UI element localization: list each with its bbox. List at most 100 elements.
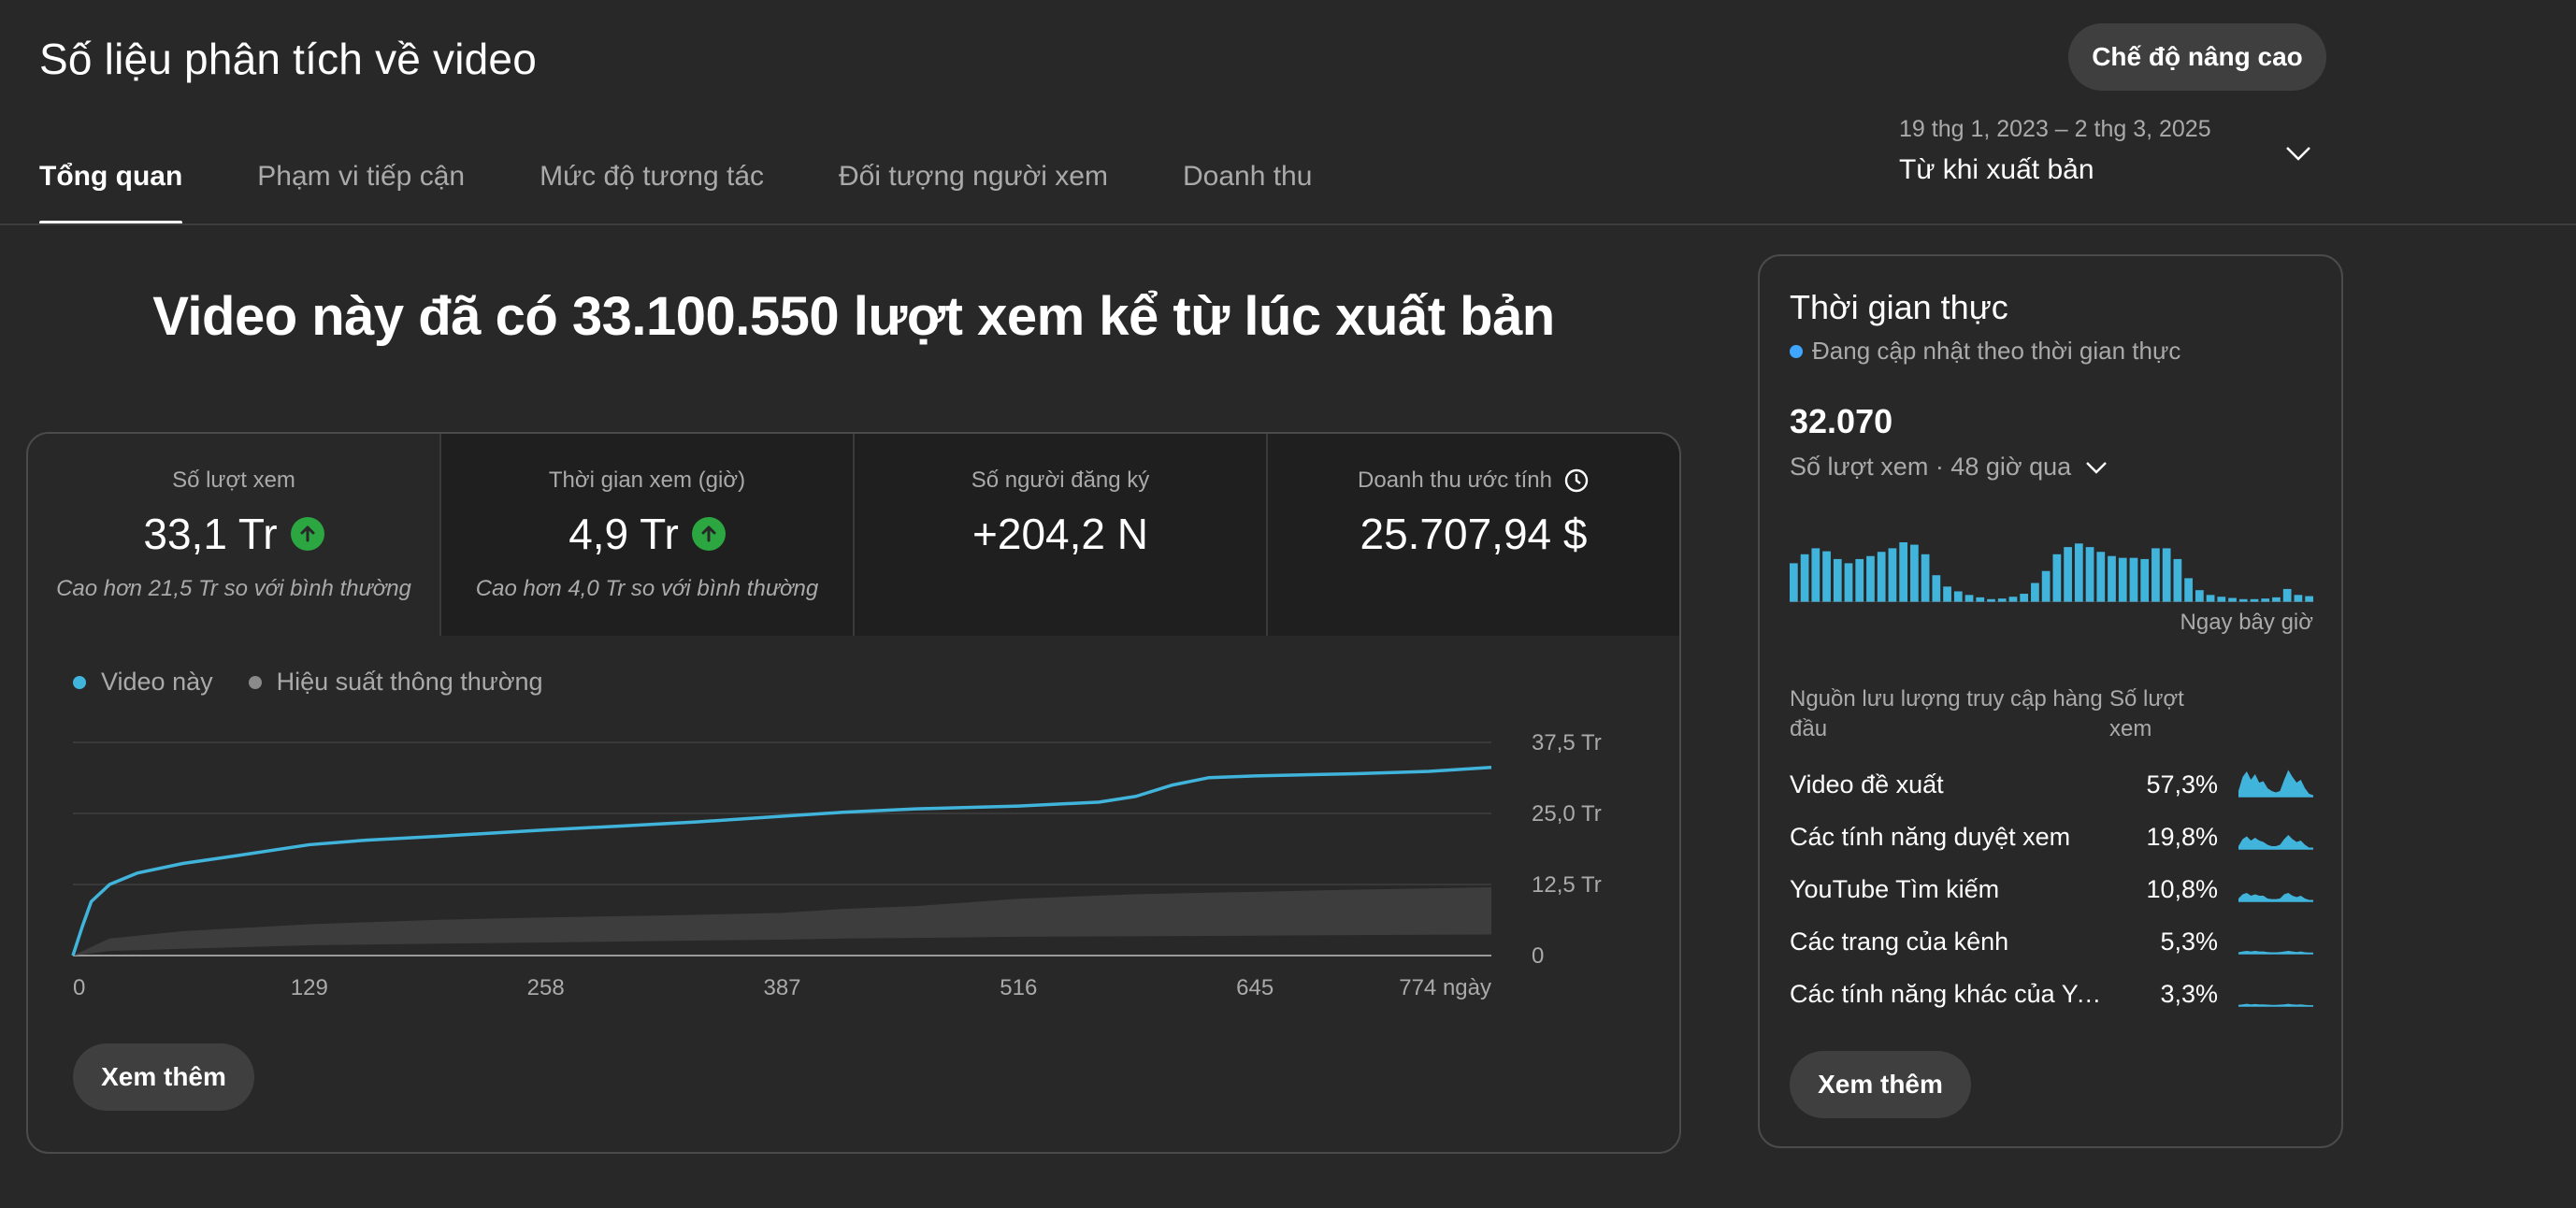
- chart-legend: Video này Hiệu suất thông thường: [73, 668, 579, 697]
- traffic-source-pct: 10,8%: [2146, 875, 2218, 903]
- tab-engagement-label: Mức độ tương tác: [540, 161, 765, 192]
- chevron-down-icon: [2086, 461, 2107, 474]
- legend-typical: Hiệu suất thông thường: [248, 668, 543, 697]
- realtime-bar: [2173, 558, 2182, 602]
- realtime-bar: [1877, 552, 1886, 602]
- x-tick-label: 387: [763, 975, 800, 1000]
- traffic-source-name: YouTube Tìm kiếm: [1790, 875, 2000, 903]
- x-tick-label: 258: [527, 975, 565, 1000]
- date-range-text: 19 thg 1, 2023 – 2 thg 3, 2025: [1899, 116, 2211, 142]
- metric-watch-time-value: 4,9 Tr: [568, 510, 679, 558]
- metric-watch-time-label: Thời gian xem (giờ): [548, 467, 746, 493]
- y-tick-label: 37,5 Tr: [1532, 730, 1602, 755]
- tab-audience[interactable]: Đối tượng người xem: [839, 140, 1108, 224]
- date-range-picker[interactable]: 19 thg 1, 2023 – 2 thg 3, 2025 Từ khi xu…: [1899, 116, 2322, 191]
- realtime-bar: [2228, 597, 2237, 602]
- tab-bar: Tổng quan Phạm vi tiếp cận Mức độ tương …: [39, 140, 1387, 224]
- realtime-bar: [2305, 596, 2313, 602]
- metric-views-value: 33,1 Tr: [143, 510, 278, 558]
- realtime-bar: [2064, 547, 2072, 602]
- realtime-bar: [2041, 570, 2051, 602]
- traffic-source-name: Các tính năng khác của You…: [1790, 980, 2108, 1008]
- legend-this-video: Video này: [73, 668, 213, 697]
- typical-performance-band: [73, 887, 1491, 956]
- traffic-source-sparkline: [2238, 769, 2313, 798]
- realtime-bar: [2052, 554, 2062, 602]
- realtime-bar: [1964, 595, 1974, 602]
- realtime-bar: [2129, 557, 2138, 602]
- arrow-up-icon: [691, 517, 726, 551]
- realtime-bar: [1855, 558, 1864, 602]
- x-tick-label: 645: [1236, 975, 1274, 1000]
- x-tick-label: 516: [1000, 975, 1037, 1000]
- realtime-bar: [1932, 575, 1941, 602]
- y-tick-label: 12,5 Tr: [1532, 872, 1602, 898]
- realtime-bar: [2282, 588, 2292, 602]
- tab-engagement[interactable]: Mức độ tương tác: [540, 140, 764, 224]
- realtime-bar: [1833, 558, 1842, 602]
- page-title: Số liệu phân tích về video: [39, 35, 537, 83]
- traffic-source-sparkline: [2238, 893, 2313, 902]
- traffic-source-sparkline: [2238, 1003, 2313, 1007]
- traffic-source-row: YouTube Tìm kiếm 10,8%: [1790, 871, 2313, 909]
- realtime-bar: [2096, 552, 2106, 602]
- tab-reach[interactable]: Phạm vi tiếp cận: [257, 140, 465, 224]
- sparkline-area: [2238, 835, 2313, 849]
- metric-views-note: Cao hơn 21,5 Tr so với bình thường: [56, 576, 411, 601]
- realtime-bar: [1844, 563, 1853, 602]
- realtime-bar: [2031, 582, 2039, 602]
- metric-watch-time[interactable]: Thời gian xem (giờ) 4,9 Tr Cao hơn 4,0 T…: [441, 434, 855, 636]
- realtime-bar: [2151, 548, 2160, 602]
- date-range-label: Từ khi xuất bản: [1899, 154, 2094, 185]
- tab-overview[interactable]: Tổng quan: [39, 140, 183, 224]
- x-tick-label: 774 ngày: [1399, 975, 1491, 1000]
- legend-dot-blue: [73, 675, 86, 689]
- metric-watch-time-note: Cao hơn 4,0 Tr so với bình thường: [475, 576, 819, 601]
- realtime-see-more-button[interactable]: Xem thêm: [1790, 1051, 1971, 1118]
- realtime-bar: [1987, 598, 1995, 602]
- realtime-bar: [1910, 544, 1919, 602]
- x-tick-label: 129: [291, 975, 328, 1000]
- metric-revenue[interactable]: Doanh thu ước tính 25.707,94 $: [1268, 434, 1679, 636]
- clock-icon: [1564, 468, 1589, 493]
- realtime-bar: [1800, 554, 1809, 602]
- legend-this-video-label: Video này: [101, 668, 213, 696]
- tab-overview-label: Tổng quan: [39, 161, 183, 192]
- realtime-bar: [2195, 590, 2204, 602]
- realtime-bar: [2118, 557, 2127, 602]
- realtime-bar: [1822, 551, 1831, 602]
- realtime-bar: [2206, 595, 2215, 602]
- metric-views[interactable]: Số lượt xem 33,1 Tr Cao hơn 21,5 Tr so v…: [28, 434, 441, 636]
- views-column-title: Số lượt xem: [2109, 686, 2184, 741]
- x-tick-label: 0: [73, 975, 85, 1000]
- tab-audience-label: Đối tượng người xem: [839, 161, 1108, 192]
- realtime-now-label: Ngay bây giờ: [2180, 610, 2313, 635]
- realtime-card: Thời gian thực Đang cập nhật theo thời g…: [1758, 254, 2343, 1148]
- realtime-bar: [2184, 578, 2193, 602]
- metric-tabs: Số lượt xem 33,1 Tr Cao hơn 21,5 Tr so v…: [28, 434, 1679, 636]
- traffic-source-name: Các trang của kênh: [1790, 928, 2009, 956]
- tab-revenue[interactable]: Doanh thu: [1183, 140, 1312, 224]
- traffic-source-row: Các trang của kênh 5,3%: [1790, 924, 2313, 961]
- realtime-bar: [2008, 597, 2018, 602]
- realtime-bar: [1866, 555, 1875, 602]
- traffic-source-pct: 19,8%: [2146, 823, 2218, 851]
- realtime-bar: [1899, 542, 1908, 602]
- metric-views-value-row: 33,1 Tr: [28, 509, 439, 559]
- realtime-title: Thời gian thực: [1790, 288, 2008, 326]
- traffic-sources-title: Nguồn lưu lượng truy cập hàng đầu: [1790, 686, 2103, 741]
- traffic-source-name: Các tính năng duyệt xem: [1790, 823, 2071, 851]
- see-more-button[interactable]: Xem thêm: [73, 1043, 254, 1111]
- traffic-source-sparkline: [2238, 951, 2313, 955]
- metric-revenue-label: Doanh thu ước tính: [1358, 467, 1552, 493]
- realtime-metric-selector[interactable]: Số lượt xem · 48 giờ qua: [1790, 453, 2108, 482]
- traffic-source-pct: 57,3%: [2146, 770, 2218, 798]
- views-chart: 37,5 Tr 25,0 Tr 12,5 Tr 0 0 129 258 387 516 645 77…: [71, 730, 1602, 1000]
- arrow-up-icon: [290, 517, 324, 551]
- metric-views-label: Số lượt xem: [172, 467, 295, 493]
- chevron-down-icon: [2286, 147, 2310, 161]
- metric-subscribers-label: Số người đăng ký: [971, 467, 1150, 493]
- advanced-mode-button[interactable]: Chế độ nâng cao: [2068, 23, 2326, 91]
- metric-subscribers[interactable]: Số người đăng ký +204,2 N: [855, 434, 1268, 636]
